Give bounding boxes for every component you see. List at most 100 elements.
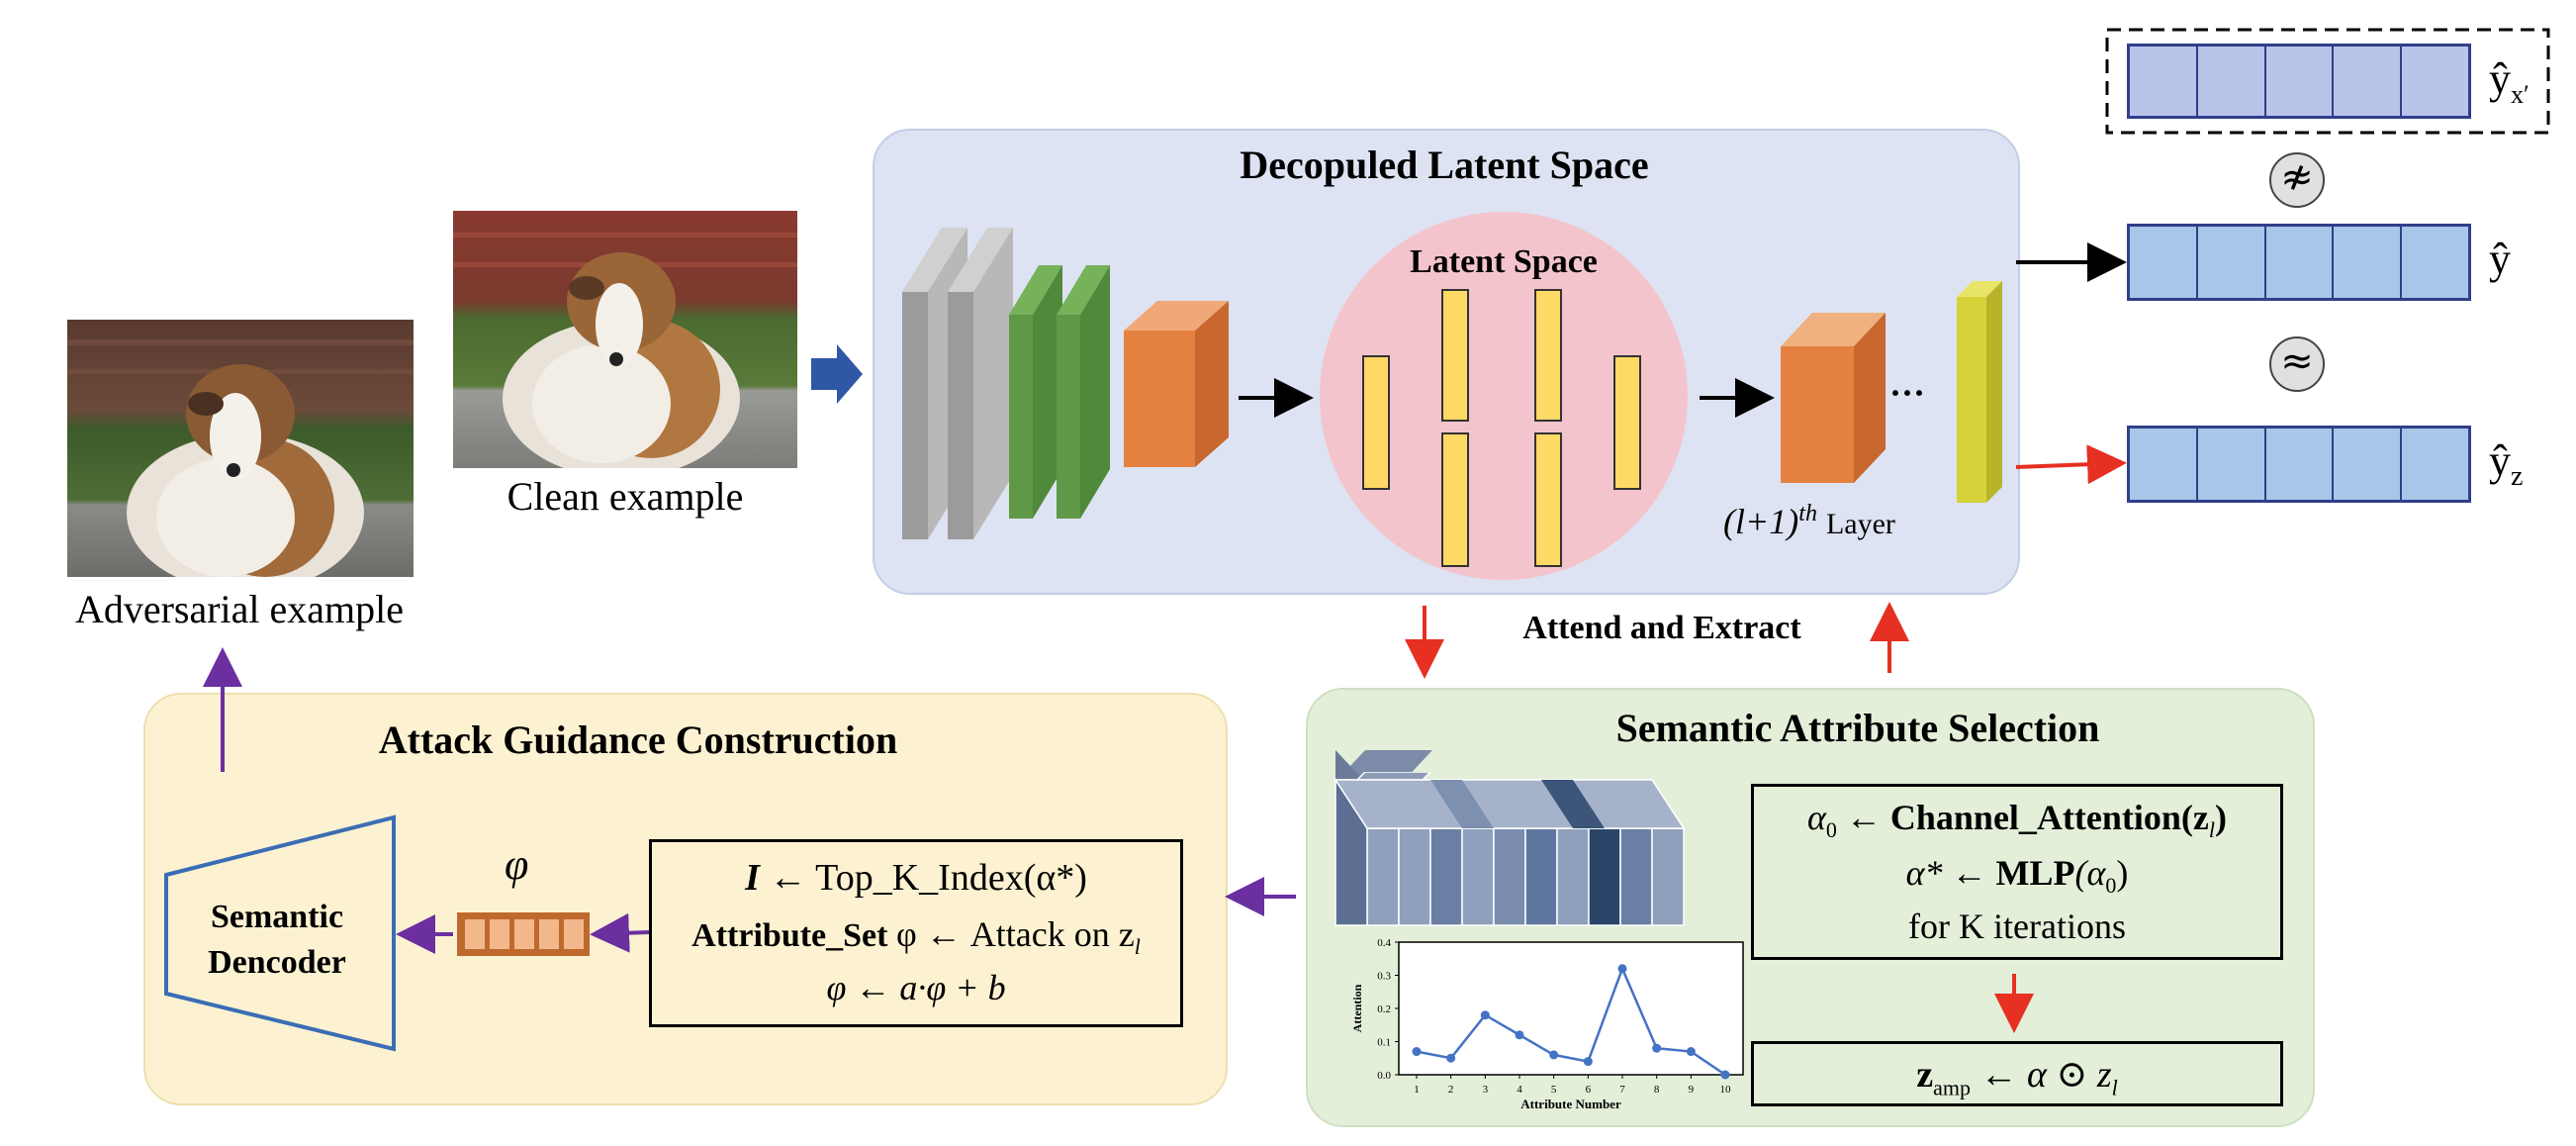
output-cell [2402, 429, 2468, 500]
attack-formula-I: I [745, 857, 760, 899]
semantic-line2-rest: (α [2074, 853, 2106, 893]
attention-data-point [1686, 1047, 1696, 1057]
decoder-label-line2: Dencoder [208, 944, 346, 981]
semantic-alpha-star: α* [1905, 853, 1943, 893]
attention-data-point [1446, 1053, 1456, 1063]
approx-symbol: ≈ [2280, 338, 2314, 384]
layer-label-suffix: Layer [1825, 508, 1895, 540]
attack-formula-line1: I ← Top_K_Index(α*) [652, 856, 1180, 900]
latent-yellow-bars [1362, 289, 1641, 567]
adversarial-example-image [67, 320, 414, 577]
y-tick-label: 0.2 [1377, 1003, 1391, 1015]
x-tick-label: 9 [1689, 1084, 1695, 1096]
semantic-channel-attention: ← Channel_Attention(z [1845, 798, 2209, 837]
output-cell [2334, 47, 2403, 116]
attack-formula-line2-sub: l [1134, 933, 1141, 959]
attention-data-point [1617, 964, 1627, 974]
latent-panel-title: Decopuled Latent Space [1240, 143, 1649, 187]
output-z-row [2127, 426, 2471, 503]
output-adv-row [2127, 44, 2471, 119]
latent-space-label: Latent Space [1410, 243, 1598, 280]
semantic-alpha0: α [1806, 798, 1826, 837]
semantic-formula-line1: α0 ← Channel_Attention(zl) [1754, 797, 2280, 843]
semantic-formula-line3: for K iterations [1908, 907, 2126, 946]
output-z-label: ŷz [2489, 435, 2523, 493]
output-adv-label: ŷx′ [2489, 53, 2530, 110]
final-yellow-layer [1957, 281, 2002, 503]
attention-data-point [1583, 1057, 1593, 1067]
x-axis-label: Attribute Number [1520, 1097, 1621, 1111]
output-cell [2334, 429, 2403, 500]
attack-guidance-panel [143, 693, 1228, 1105]
z-amp-rhs: ← α ⊙ z [1979, 1054, 2112, 1096]
approx-circle [2269, 336, 2325, 392]
output-cell [2402, 47, 2468, 116]
attack-formula-line1-rhs: ← Top_K_Index(α*) [769, 857, 1087, 899]
y-adv-sub: x′ [2511, 79, 2530, 109]
adversarial-example-caption: Adversarial example [74, 587, 405, 631]
x-tick-label: 1 [1414, 1084, 1420, 1096]
z-amp-box: zamp ← α ⊙ zl [1751, 1041, 2283, 1106]
not-approx-symbol: ≉ [2280, 154, 2314, 200]
y-z-sub: z [2511, 460, 2524, 492]
output-cell [2266, 227, 2335, 298]
z-amp-lhs-sub: amp [1933, 1075, 1972, 1100]
attention-data-point [1412, 1047, 1422, 1057]
semantic-line1-end: ) [2215, 798, 2228, 837]
output-cell [2130, 227, 2198, 298]
arrow-to-y-z [2015, 444, 2127, 485]
attack-formula-line2: Attribute_Set φ ← Attack on zl [652, 913, 1180, 960]
attention-data-point [1652, 1043, 1662, 1053]
output-cell [2198, 429, 2266, 500]
x-tick-label: 2 [1448, 1084, 1454, 1096]
semantic-alpha0-sub: 0 [1825, 817, 1837, 843]
ellipsis: ··· [1889, 373, 1926, 413]
attention-series-line [1416, 965, 1726, 1077]
semantic-panel-title: Semantic Attribute Selection [1615, 706, 2100, 750]
green-layer-blocks [1009, 265, 1110, 519]
x-tick-label: 4 [1517, 1084, 1522, 1096]
output-cell [2198, 47, 2266, 116]
output-cell [2266, 47, 2335, 116]
x-tick-label: 10 [1720, 1084, 1732, 1096]
decoder-label-line1: Semantic [210, 899, 344, 935]
layer-label-prefix: (l+1) [1723, 502, 1799, 541]
x-tick-label: 6 [1586, 1084, 1592, 1096]
output-clean-row [2127, 224, 2471, 301]
layer-label: (l+1)th Layer [1723, 501, 1895, 542]
output-cell [2266, 429, 2335, 500]
gray-layer-blocks [902, 228, 1013, 539]
x-tick-label: 8 [1654, 1084, 1660, 1096]
attack-panel-title: Attack Guidance Construction [378, 717, 898, 762]
phi-vector [457, 912, 590, 956]
semantic-zl-sub: l [2208, 817, 2216, 843]
semantic-mlp: ← MLP [1951, 853, 2075, 893]
attack-formula-line3: φ ← a·φ + b [826, 968, 1006, 1007]
attack-formula-box: I ← Top_K_Index(α*) Attribute_Set φ ← At… [649, 839, 1183, 1027]
x-tick-label: 7 [1619, 1084, 1625, 1096]
y-z-symbol: ŷ [2489, 436, 2511, 485]
latent-space-circle [1320, 212, 1688, 580]
orange-layer-block-1 [1124, 301, 1229, 467]
y-clean-label: ŷ [2489, 235, 2511, 283]
adv-output-dashed-box [2105, 28, 2550, 135]
y-tick-label: 0.1 [1377, 1037, 1391, 1049]
attention-data-point [1720, 1070, 1730, 1080]
y-axis-label: Attention [1350, 984, 1364, 1032]
z-amp-rhs-sub: l [2111, 1075, 2118, 1100]
attack-formula-attribute-set: Attribute_Set [691, 917, 888, 954]
semantic-formula-line2: α* ← MLP(α0) [1754, 852, 2280, 899]
channel-attention-box: α0 ← Channel_Attention(zl) α* ← MLP(α0) … [1751, 784, 2283, 960]
y-tick-label: 0.0 [1377, 1070, 1391, 1082]
z-amp-lhs: z [1916, 1054, 1934, 1096]
output-cell [2334, 227, 2403, 298]
x-tick-label: 5 [1551, 1084, 1557, 1096]
output-cell [2130, 47, 2198, 116]
phi-label: φ [505, 840, 529, 889]
orange-layer-block-2 [1781, 313, 1886, 483]
input-arrow [811, 344, 863, 404]
output-cell [2198, 227, 2266, 298]
clean-example-image [453, 211, 797, 468]
z-amp-formula: zamp ← α ⊙ zl [1754, 1052, 2280, 1101]
